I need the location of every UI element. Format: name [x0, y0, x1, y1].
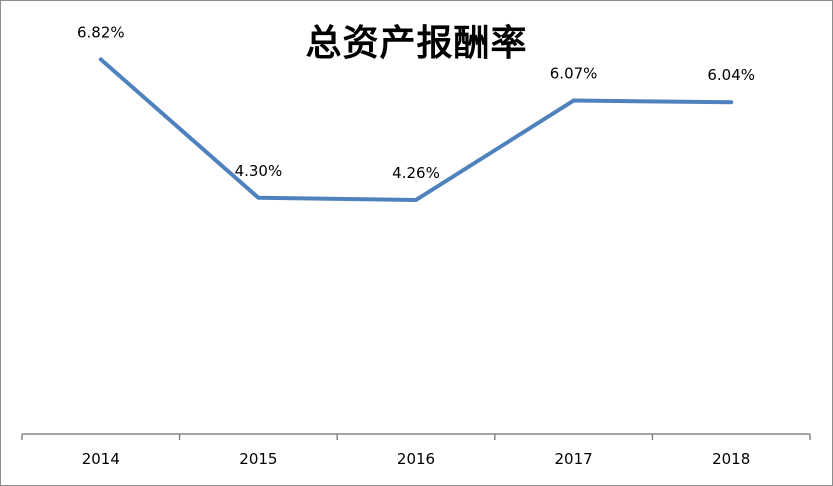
x-tick-labels: 2014 2015 2016 2017 2018 [82, 450, 751, 468]
data-label: 6.04% [707, 66, 755, 84]
x-tick-label: 2014 [82, 450, 120, 468]
x-tick-label: 2015 [239, 450, 277, 468]
data-label: 6.82% [77, 23, 125, 41]
data-label: 6.07% [550, 65, 598, 83]
x-tick-label: 2018 [712, 450, 750, 468]
x-axis-ticks [21, 434, 811, 440]
data-label: 4.26% [392, 164, 440, 182]
chart-title: 总资产报酬率 [305, 22, 528, 64]
data-label: 4.30% [235, 162, 283, 180]
x-tick-label: 2016 [397, 450, 435, 468]
data-labels: 6.82% 4.30% 4.26% 6.07% 6.04% [77, 23, 755, 182]
series-line [98, 57, 734, 202]
x-tick-label: 2017 [555, 450, 593, 468]
